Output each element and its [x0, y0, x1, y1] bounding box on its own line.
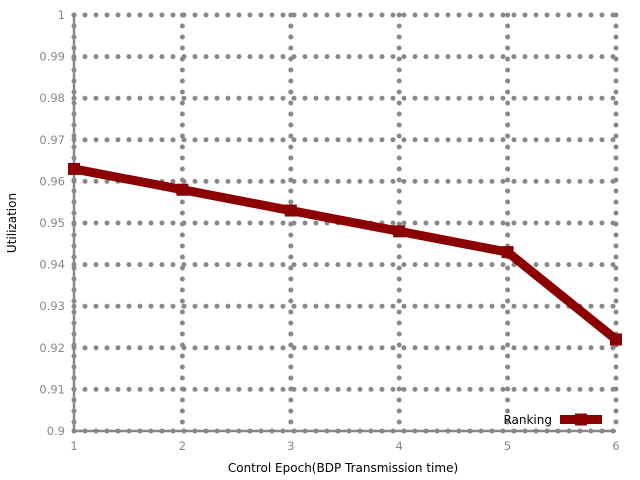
y-tick-label-9: 0.99: [39, 50, 65, 64]
x-tick-label-4: 5: [504, 439, 511, 453]
legend-marker-ranking: [575, 413, 587, 426]
legend-label-ranking: Ranking: [503, 413, 552, 427]
y-tick-label-3: 0.93: [39, 299, 65, 313]
y-tick-label-8: 0.98: [39, 91, 65, 105]
series-lines: [68, 162, 622, 346]
series-line-0: [73, 164, 619, 343]
data-point-0-4: [501, 246, 514, 259]
y-axis-title: Utilization: [5, 193, 19, 253]
x-tick-label-2: 3: [287, 439, 294, 453]
legend: Ranking: [503, 413, 602, 427]
y-tick-label-1: 0.91: [39, 382, 65, 396]
y-axis-ticks: 0.9 0.91 0.92 0.93 0.94 0.95 0.96 0.97 0.98 0.99 1: [39, 8, 65, 438]
x-axis-title: Control Epoch(BDP Transmission time): [228, 461, 458, 475]
data-point-0-0: [68, 162, 80, 175]
x-tick-label-3: 4: [396, 439, 403, 453]
data-point-0-5: [610, 333, 622, 346]
plot-frame: [72, 15, 616, 433]
x-tick-label-5: 6: [612, 439, 619, 453]
y-tick-label-5: 0.95: [39, 216, 65, 230]
y-tick-label-6: 0.96: [39, 174, 65, 188]
y-tick-label-2: 0.92: [39, 341, 65, 355]
x-axis-ticks: 1 2 3 4 5 6: [70, 439, 619, 453]
data-point-0-2: [284, 204, 297, 217]
data-point-0-1: [176, 183, 189, 196]
data-point-0-3: [393, 225, 406, 238]
x-tick-label-1: 2: [179, 439, 186, 453]
y-tick-label-0: 0.9: [47, 424, 65, 438]
y-tick-label-10: 1: [58, 8, 65, 22]
y-tick-label-7: 0.97: [39, 133, 65, 147]
x-tick-label-0: 1: [70, 439, 77, 453]
y-tick-label-4: 0.94: [39, 258, 65, 272]
